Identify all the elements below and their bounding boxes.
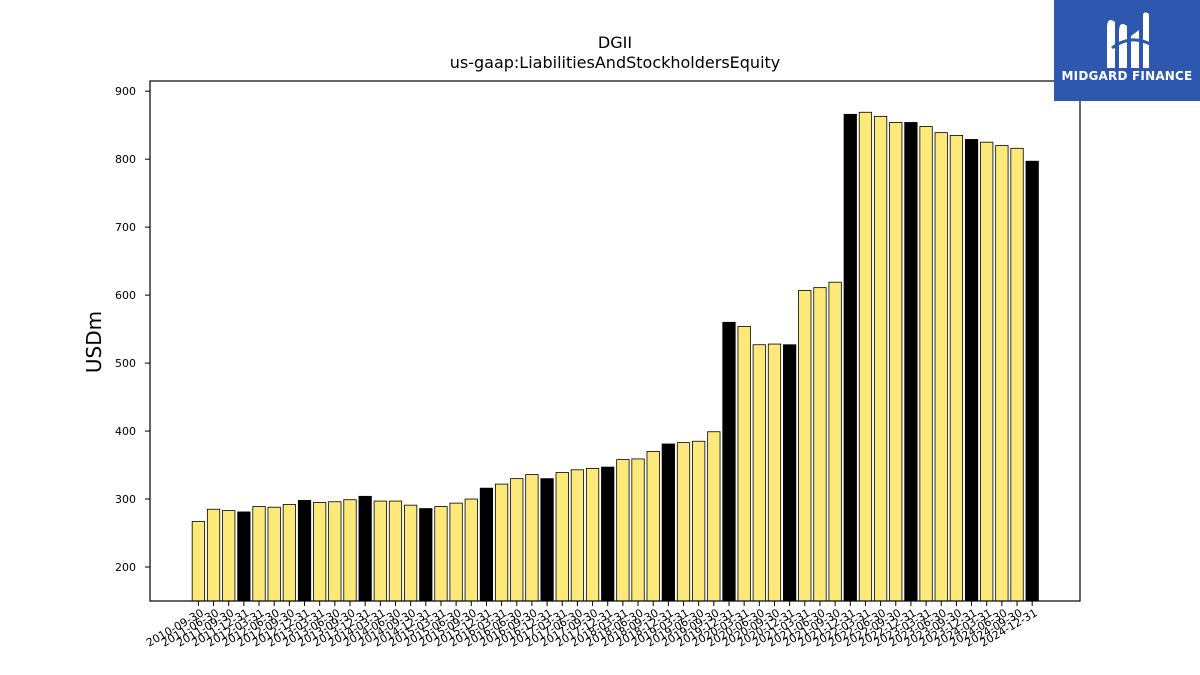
bar-2020-12-31 [798,289,812,602]
bar-2022-09-30 [904,122,918,602]
bar-2013-06-30 [343,499,357,602]
plot-frame [149,80,1081,602]
bar-2018-03-31 [631,458,645,602]
bar-2014-12-31 [434,506,448,602]
bar-2013-09-30 [358,495,372,602]
bar-2024-03-31 [995,145,1009,602]
bar-2018-09-30 [661,443,675,602]
y-tick-label: 300 [115,493,136,506]
bar-2018-06-30 [646,451,660,602]
bar-2014-03-31 [388,500,403,602]
bar-2018-12-31 [676,442,691,602]
bar-2013-12-31 [373,500,387,602]
bar-2020-06-30 [767,343,782,602]
bar-2012-03-31 [267,506,281,602]
bar-2011-12-31 [252,506,266,602]
bar-2023-06-30 [949,134,964,602]
bar-2013-03-31 [328,501,342,602]
bar-2015-03-31 [449,502,463,602]
bar-2019-09-30 [722,321,736,602]
bar-2015-09-30 [479,487,494,602]
y-tick-label: 400 [115,425,136,438]
bar-2014-06-30 [404,504,418,602]
bar-2015-12-31 [494,483,509,602]
chart-title: DGII [598,33,632,52]
y-axis-ticks: 200 300 400 500 600 700 800 900 [115,85,150,574]
bar-2024-06-30 [1010,147,1024,602]
bar-2021-09-30 [843,113,857,602]
bar-2014-09-30 [419,508,433,602]
bar-2015-06-30 [464,498,478,602]
bar-2012-12-31 [313,502,327,602]
mf-monogram-icon [1107,12,1151,68]
bar-2021-12-31 [858,111,873,602]
bar-2022-12-31 [919,126,933,602]
bar-2021-03-31 [813,287,827,602]
bar-2011-09-30 [237,511,251,602]
y-tick-label: 200 [115,561,136,574]
y-tick-label: 700 [115,221,136,234]
bar-series [191,111,1039,602]
chart-subtitle: us-gaap:LiabilitiesAndStockholdersEquity [450,53,781,72]
bar-2019-12-31 [737,325,751,602]
bar-2017-03-31 [570,469,585,602]
bar-2011-06-30 [222,510,236,602]
bar-2022-06-30 [889,122,903,602]
x-axis-ticks: 2010-09-302011-06-302011-09-302011-12-31… [144,601,1040,650]
bar-2020-09-30 [783,344,797,602]
bar-2016-03-31 [510,478,524,602]
bar-2012-06-30 [282,504,296,602]
y-tick-label: 500 [115,357,136,370]
brand-name: MIDGARD FINANCE [1061,69,1193,83]
y-axis-label: USDm [82,311,106,373]
bar-2017-06-30 [585,468,600,602]
y-tick-label: 600 [115,289,136,302]
bar-2021-06-30 [828,281,842,602]
bar-2016-12-31 [555,472,569,602]
bar-2019-06-30 [707,431,721,602]
bar-2017-09-30 [601,466,615,602]
y-tick-label: 900 [115,85,136,98]
bar-2016-09-30 [540,478,554,602]
bar-2022-03-31 [873,115,888,602]
bar-2010-12-31 [206,508,221,602]
bar-2019-03-31 [692,440,706,602]
brand-logo: MIDGARD FINANCE [1054,0,1200,101]
bar-2024-12-31 [1025,160,1039,602]
bar-2023-03-31 [934,132,948,602]
bar-2016-06-30 [525,474,539,602]
bar-2020-03-31 [752,344,766,602]
bar-2023-09-30 [964,139,979,602]
bar-2012-09-30 [297,499,312,602]
y-tick-label: 800 [115,153,136,166]
bar-2010-09-30 [191,521,206,602]
bar-2017-12-31 [616,459,630,602]
bar-2023-12-31 [980,141,994,602]
